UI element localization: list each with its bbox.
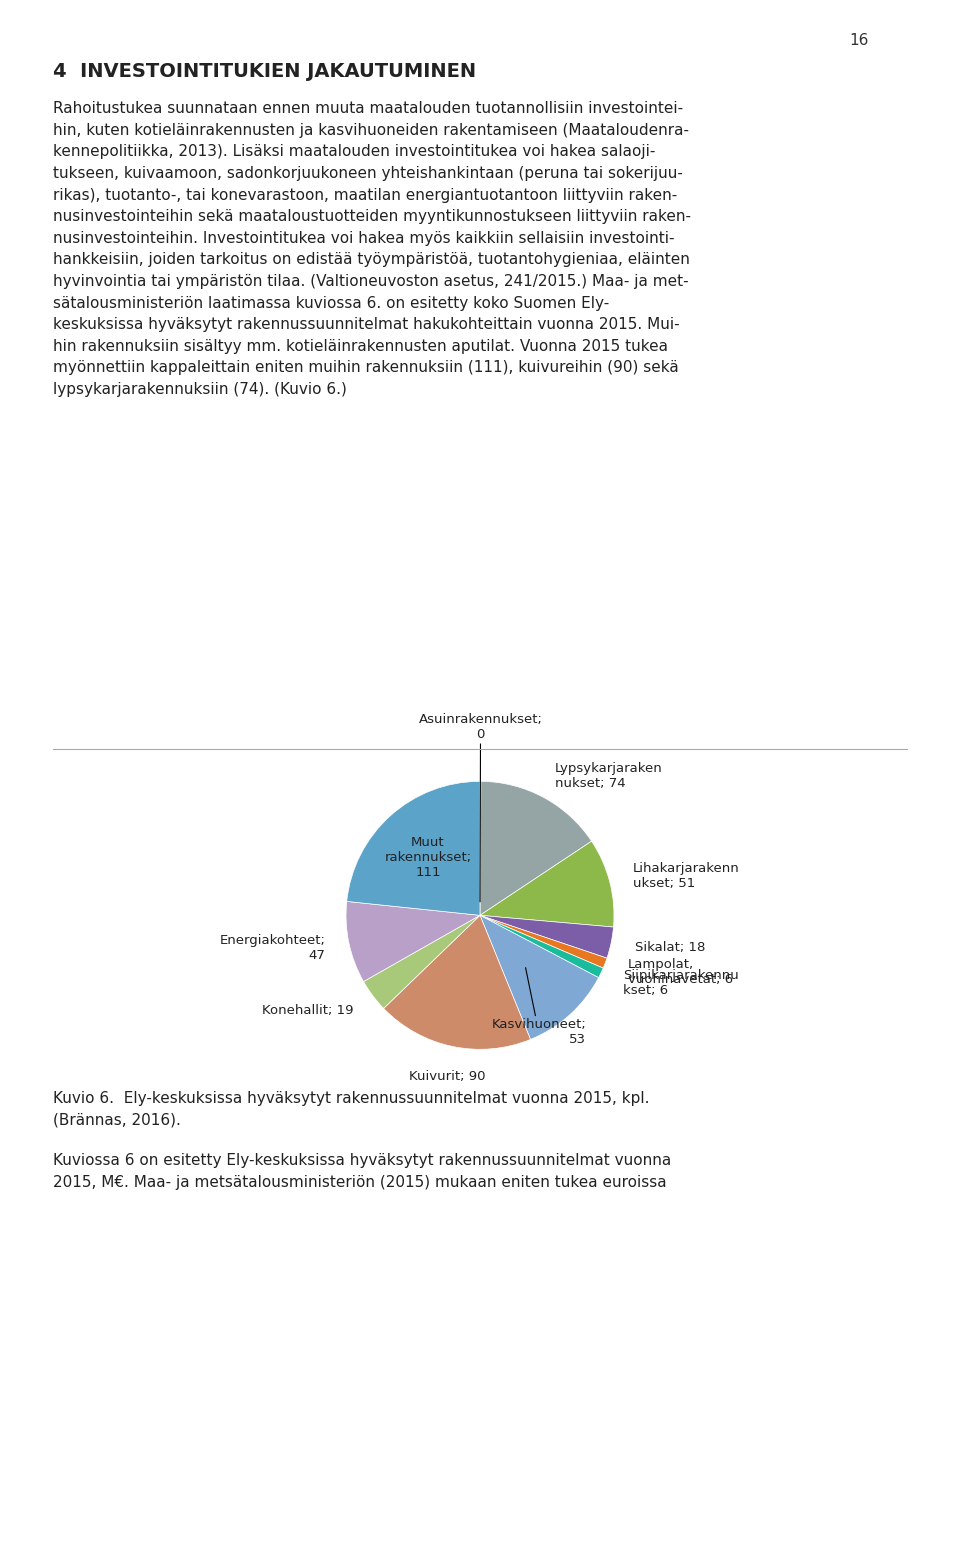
Text: 16: 16 — [850, 33, 869, 48]
Wedge shape — [346, 902, 480, 982]
Text: Rahoitustukea suunnataan ennen muuta maatalouden tuotannollisiin investointei-
h: Rahoitustukea suunnataan ennen muuta maa… — [53, 101, 691, 397]
Wedge shape — [480, 915, 607, 968]
Text: Kuivurit; 90: Kuivurit; 90 — [409, 1070, 486, 1083]
Wedge shape — [480, 841, 614, 927]
Text: Konehallit; 19: Konehallit; 19 — [262, 1003, 353, 1016]
Text: Kuviossa 6 on esitetty Ely-keskuksissa hyväksytyt rakennussuunnitelmat vuonna
20: Kuviossa 6 on esitetty Ely-keskuksissa h… — [53, 1153, 671, 1189]
Text: Sikalat; 18: Sikalat; 18 — [635, 941, 706, 953]
Text: Lypsykarjaraken
nukset; 74: Lypsykarjaraken nukset; 74 — [555, 762, 663, 790]
Text: 4  INVESTOINTITUKIEN JAKAUTUMINEN: 4 INVESTOINTITUKIEN JAKAUTUMINEN — [53, 62, 476, 81]
Text: Asuinrakennukset;
0: Asuinrakennukset; 0 — [419, 714, 542, 902]
Text: Muut
rakennukset;
111: Muut rakennukset; 111 — [384, 837, 471, 879]
Wedge shape — [364, 915, 480, 1008]
Text: Lampolat,
vuohinavetat; 6: Lampolat, vuohinavetat; 6 — [628, 958, 732, 986]
Wedge shape — [480, 782, 591, 915]
Wedge shape — [480, 915, 603, 978]
Text: Siipikarjarakennu
kset; 6: Siipikarjarakennu kset; 6 — [623, 969, 738, 997]
Text: Lihakarjarakenn
ukset; 51: Lihakarjarakenn ukset; 51 — [634, 862, 740, 890]
Wedge shape — [480, 915, 599, 1039]
Wedge shape — [480, 915, 613, 958]
Wedge shape — [347, 781, 480, 915]
Wedge shape — [384, 915, 531, 1049]
Text: Kuvio 6.  Ely-keskuksissa hyväksytyt rakennussuunnitelmat vuonna 2015, kpl.
(Brä: Kuvio 6. Ely-keskuksissa hyväksytyt rake… — [53, 1091, 649, 1126]
Text: Energiakohteet;
47: Energiakohteet; 47 — [220, 933, 325, 961]
Text: Kasvihuoneet;
53: Kasvihuoneet; 53 — [492, 968, 587, 1047]
